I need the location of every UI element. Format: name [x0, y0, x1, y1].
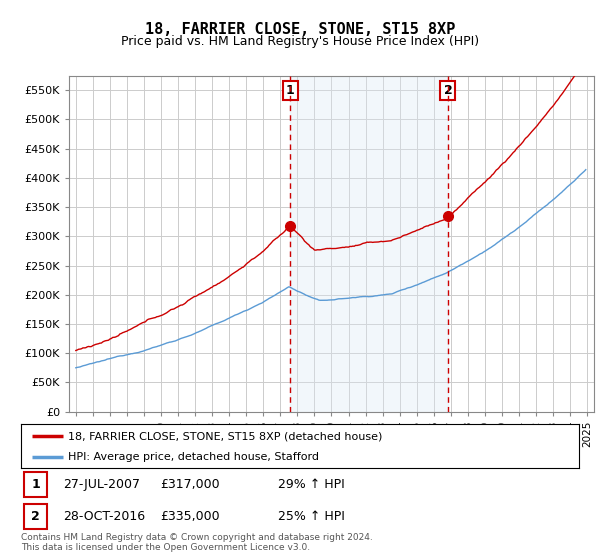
Text: £335,000: £335,000 [161, 510, 220, 523]
Text: 25% ↑ HPI: 25% ↑ HPI [278, 510, 344, 523]
Text: HPI: Average price, detached house, Stafford: HPI: Average price, detached house, Staf… [68, 452, 319, 461]
Text: 18, FARRIER CLOSE, STONE, ST15 8XP (detached house): 18, FARRIER CLOSE, STONE, ST15 8XP (deta… [68, 431, 383, 441]
Text: Price paid vs. HM Land Registry's House Price Index (HPI): Price paid vs. HM Land Registry's House … [121, 35, 479, 48]
FancyBboxPatch shape [24, 472, 47, 497]
FancyBboxPatch shape [24, 504, 47, 529]
Text: 1: 1 [31, 478, 40, 491]
Text: Contains HM Land Registry data © Crown copyright and database right 2024.: Contains HM Land Registry data © Crown c… [21, 533, 373, 542]
Text: This data is licensed under the Open Government Licence v3.0.: This data is licensed under the Open Gov… [21, 543, 310, 552]
Text: £317,000: £317,000 [161, 478, 220, 491]
Text: 18, FARRIER CLOSE, STONE, ST15 8XP: 18, FARRIER CLOSE, STONE, ST15 8XP [145, 22, 455, 38]
Text: 27-JUL-2007: 27-JUL-2007 [63, 478, 140, 491]
Text: 2: 2 [31, 510, 40, 523]
Bar [290, 76, 448, 412]
Text: 28-OCT-2016: 28-OCT-2016 [63, 510, 145, 523]
Text: 1: 1 [286, 84, 295, 97]
Text: 2: 2 [443, 84, 452, 97]
Text: 29% ↑ HPI: 29% ↑ HPI [278, 478, 344, 491]
